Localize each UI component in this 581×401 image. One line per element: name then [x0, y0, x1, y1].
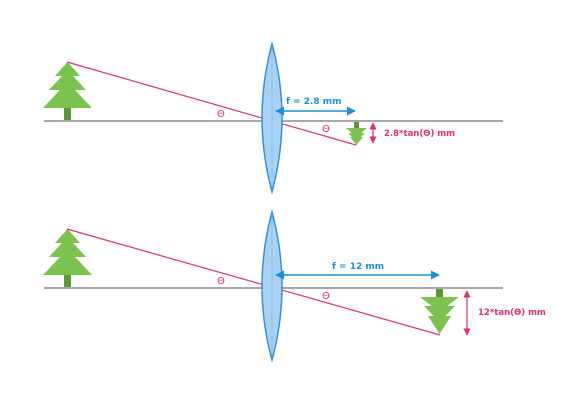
- theta-left-label: Θ: [217, 276, 225, 287]
- inverted-tree-icon: [346, 122, 367, 145]
- tree-icon: [43, 62, 92, 120]
- tree-icon: [43, 229, 92, 287]
- chief-ray: [66, 61, 357, 146]
- theta-right-label: Θ: [322, 124, 330, 135]
- theta-right-label: Θ: [322, 291, 330, 302]
- focal-length-label: f = 12 mm: [332, 262, 384, 272]
- theta-left-label: Θ: [217, 109, 225, 120]
- focal-length-label: f = 2.8 mm: [286, 97, 342, 107]
- image-height-label: 12*tan(Θ) mm: [478, 308, 546, 318]
- inverted-tree-icon: [420, 289, 459, 334]
- image-height-label: 2.8*tan(Θ) mm: [384, 129, 455, 139]
- panel-short-focal: f = 2.8 mm Θ Θ 2.8*tan(Θ) mm: [43, 41, 503, 195]
- panel-long-focal: f = 12 mm Θ Θ 12*tan(Θ) mm: [43, 209, 546, 363]
- chief-ray: [66, 228, 441, 336]
